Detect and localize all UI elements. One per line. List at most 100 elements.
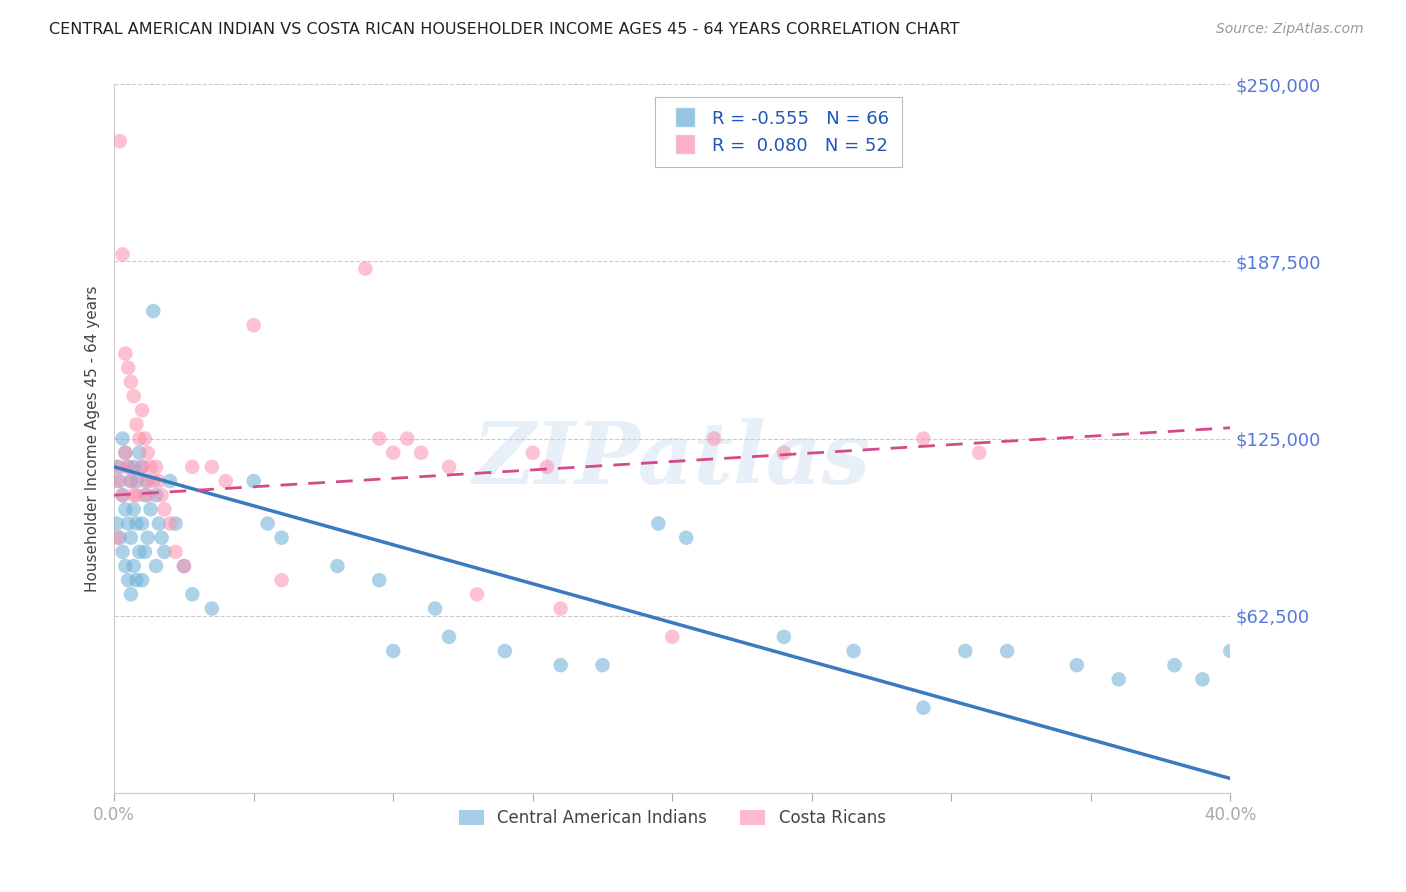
Point [215, 474, 238, 488]
Point [131, 573, 153, 587]
Point [120, 375, 142, 389]
Point [131, 403, 153, 417]
Point [368, 573, 391, 587]
Point [120, 531, 142, 545]
Point [139, 459, 162, 474]
Point [550, 658, 572, 673]
Point [270, 531, 292, 545]
Point [117, 459, 139, 474]
Point [326, 559, 349, 574]
Point [145, 459, 167, 474]
Point [148, 474, 170, 488]
Point [120, 474, 142, 488]
Point [148, 516, 170, 531]
Point [181, 459, 204, 474]
Point [647, 516, 669, 531]
Point [105, 459, 128, 474]
Text: CENTRAL AMERICAN INDIAN VS COSTA RICAN HOUSEHOLDER INCOME AGES 45 - 64 YEARS COR: CENTRAL AMERICAN INDIAN VS COSTA RICAN H… [49, 22, 960, 37]
Point [256, 516, 278, 531]
Point [145, 559, 167, 574]
Point [134, 432, 156, 446]
Point [117, 573, 139, 587]
Legend: Central American Indians, Costa Ricans: Central American Indians, Costa Ricans [453, 803, 893, 834]
Point [122, 488, 145, 502]
Point [105, 531, 128, 545]
Point [111, 488, 134, 502]
Point [128, 446, 150, 460]
Point [131, 459, 153, 474]
Point [111, 432, 134, 446]
Point [134, 545, 156, 559]
Point [592, 658, 614, 673]
Point [122, 389, 145, 403]
Point [1191, 673, 1213, 687]
Point [122, 559, 145, 574]
Point [661, 630, 683, 644]
Point [131, 459, 153, 474]
Point [136, 531, 159, 545]
Point [437, 630, 460, 644]
Point [354, 261, 377, 276]
Point [114, 446, 136, 460]
Point [108, 474, 131, 488]
Point [111, 488, 134, 502]
Point [120, 474, 142, 488]
Point [114, 446, 136, 460]
Point [136, 474, 159, 488]
Point [128, 545, 150, 559]
Point [134, 488, 156, 502]
Point [125, 474, 148, 488]
Point [1163, 658, 1185, 673]
Point [411, 446, 433, 460]
Point [125, 488, 148, 502]
Point [181, 587, 204, 601]
Point [105, 516, 128, 531]
Point [122, 502, 145, 516]
Point [465, 587, 488, 601]
Point [550, 601, 572, 615]
Point [114, 346, 136, 360]
Point [242, 474, 264, 488]
Point [201, 601, 224, 615]
Point [522, 446, 544, 460]
Point [201, 459, 224, 474]
Point [128, 432, 150, 446]
Point [773, 446, 796, 460]
Point [105, 474, 128, 488]
Point [111, 247, 134, 261]
Point [242, 318, 264, 333]
Point [382, 644, 405, 658]
Point [270, 573, 292, 587]
Point [111, 545, 134, 559]
Point [912, 432, 935, 446]
Point [159, 474, 181, 488]
Y-axis label: Householder Income Ages 45 - 64 years: Householder Income Ages 45 - 64 years [86, 285, 100, 591]
Text: Source: ZipAtlas.com: Source: ZipAtlas.com [1216, 22, 1364, 37]
Point [437, 459, 460, 474]
Point [173, 559, 195, 574]
Point [125, 573, 148, 587]
Point [117, 516, 139, 531]
Point [125, 516, 148, 531]
Point [955, 644, 977, 658]
Point [1219, 644, 1241, 658]
Point [125, 417, 148, 432]
Point [382, 446, 405, 460]
Point [117, 459, 139, 474]
Text: ZIPatlas: ZIPatlas [474, 418, 872, 501]
Point [368, 432, 391, 446]
Point [145, 488, 167, 502]
Point [173, 559, 195, 574]
Point [165, 516, 187, 531]
Point [995, 644, 1018, 658]
Point [108, 531, 131, 545]
Point [1066, 658, 1088, 673]
Point [114, 502, 136, 516]
Point [114, 559, 136, 574]
Point [139, 502, 162, 516]
Point [165, 545, 187, 559]
Point [675, 531, 697, 545]
Point [142, 474, 165, 488]
Point [136, 488, 159, 502]
Point [494, 644, 516, 658]
